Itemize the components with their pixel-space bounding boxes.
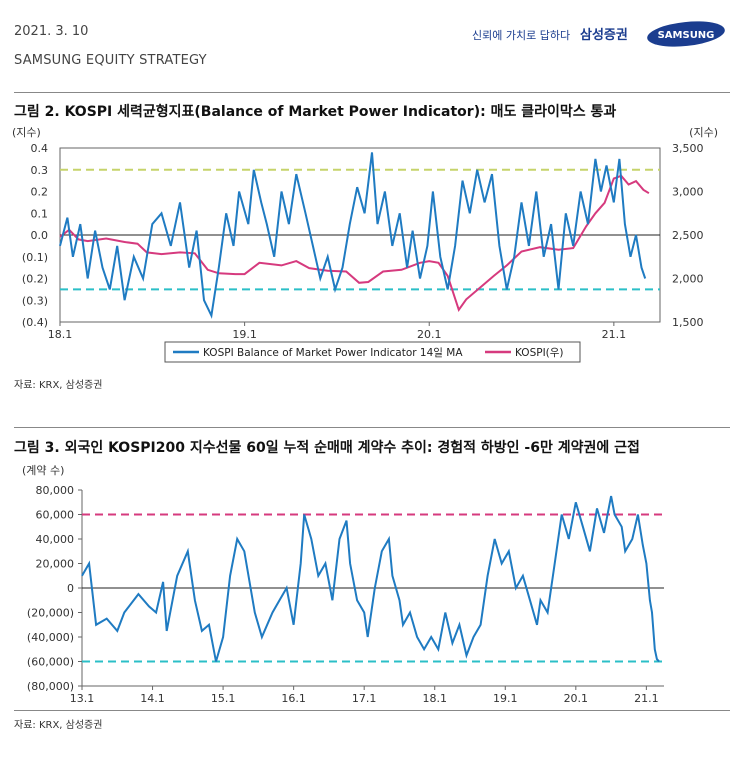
- figure-3-title: 그림 3. 외국인 KOSPI200 지수선물 60일 누적 순매매 계약수 추…: [14, 440, 640, 456]
- legend-label-bmp: KOSPI Balance of Market Power Indicator …: [203, 346, 463, 359]
- y-tick-label-right: 3,500: [672, 142, 704, 155]
- y-tick-label: 80,000: [36, 484, 75, 497]
- x-tick-label: 14.1: [140, 692, 165, 705]
- y-tick-label: 20,000: [36, 558, 75, 571]
- brand-name: 삼성증권: [580, 28, 628, 43]
- legend-box: [164, 341, 581, 363]
- x-tick-label: 19.1: [232, 328, 257, 341]
- x-tick-label: 21.1: [634, 692, 659, 705]
- section-divider: [14, 427, 730, 428]
- y-tick-label: (20,000): [27, 607, 74, 620]
- y-tick-label-left: 0.0: [31, 229, 49, 242]
- brand-slogan: 신뢰에 가치로 답하다: [472, 29, 571, 42]
- figure-2-title: 그림 2. KOSPI 세력균형지표(Balance of Market Pow…: [14, 104, 617, 120]
- y-tick-label-left: (0.4): [22, 316, 48, 329]
- y-tick-label-left: (0.1): [22, 251, 48, 264]
- y-tick-label-left: 0.3: [31, 164, 49, 177]
- x-tick-label: 16.1: [281, 692, 306, 705]
- y-tick-label-left: (0.2): [22, 273, 48, 286]
- y-tick-label-left: 0.2: [31, 186, 49, 199]
- x-tick-label: 19.1: [493, 692, 518, 705]
- foreign-futures-series-line: [81, 495, 660, 663]
- figure-2-chart: (지수) (지수) 0.4 0.3 0.2 0.1 0.0 (0.1) (0.2) (0.3) (0…: [12, 126, 718, 363]
- section-divider: [14, 710, 730, 711]
- legend-label-kospi: KOSPI(우): [515, 347, 564, 359]
- y-tick-label-right: 1,500: [672, 316, 704, 329]
- y-tick-label-left: (0.3): [22, 294, 48, 307]
- section-divider: [14, 92, 730, 93]
- report-series-name: SAMSUNG EQUITY STRATEGY: [14, 53, 207, 68]
- x-tick-label: 18.1: [48, 328, 73, 341]
- x-tick-label: 18.1: [422, 692, 447, 705]
- samsung-logo: SAMSUNG: [647, 21, 725, 47]
- y-axis-left-unit: (지수): [12, 126, 41, 139]
- report-date: 2021. 3. 10: [14, 24, 89, 39]
- figure-2-source: 자료: KRX, 삼성증권: [14, 380, 103, 391]
- y-tick-label-left: 0.4: [31, 142, 49, 155]
- y-axis-right-unit: (지수): [689, 126, 718, 139]
- samsung-logo-oval: [647, 21, 725, 47]
- kospi-series-line: [59, 174, 650, 312]
- y-tick-label-right: 2,000: [672, 273, 704, 286]
- bmp-series-line: [59, 152, 647, 319]
- x-tick-label: 21.1: [602, 328, 627, 341]
- y-tick-label: (40,000): [27, 631, 74, 644]
- y-tick-label: 0: [67, 582, 74, 595]
- samsung-logo-text: SAMSUNG: [658, 30, 715, 41]
- y-tick-label: (60,000): [27, 656, 74, 669]
- x-tick-label: 15.1: [211, 692, 236, 705]
- x-tick-label: 20.1: [417, 328, 442, 341]
- x-tick-label: 13.1: [70, 692, 95, 705]
- x-tick-label: 20.1: [564, 692, 589, 705]
- y-tick-label-right: 3,000: [672, 186, 704, 199]
- y-tick-label: (80,000): [27, 680, 74, 693]
- figure-3-chart: (계약 수) 80,000 60,000 40,000 20,000 0 (20,000) (…: [22, 463, 664, 705]
- y-tick-label: 40,000: [36, 533, 75, 546]
- y-axis-unit: (계약 수): [22, 463, 64, 477]
- figure-3-source: 자료: KRX, 삼성증권: [14, 720, 103, 731]
- x-tick-label: 17.1: [352, 692, 377, 705]
- y-tick-label-right: 2,500: [672, 229, 704, 242]
- y-tick-label: 60,000: [36, 509, 75, 522]
- y-tick-label-left: 0.1: [31, 207, 49, 220]
